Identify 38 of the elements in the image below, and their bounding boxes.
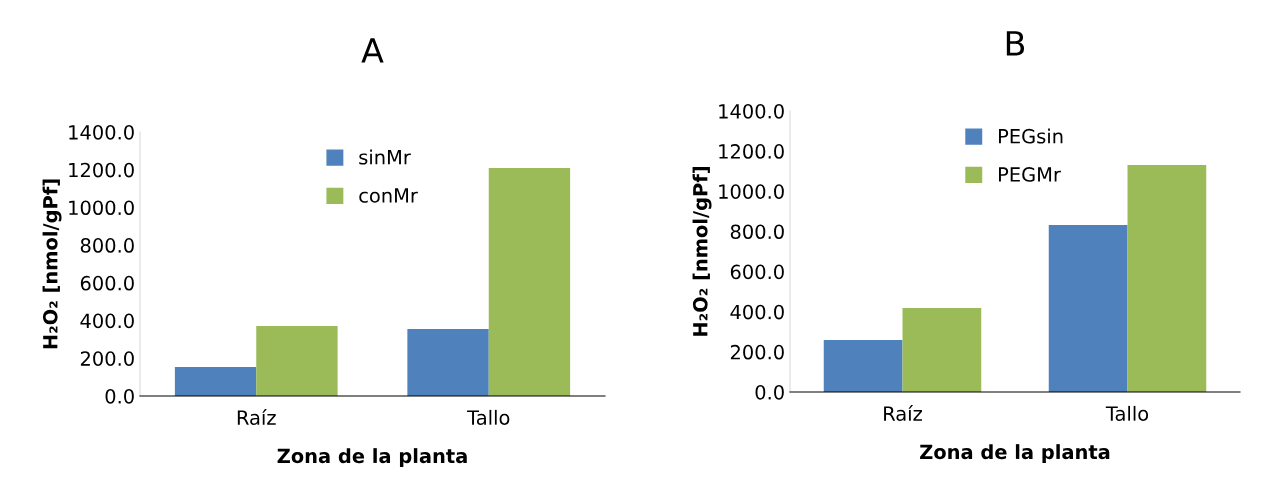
y-tick-label: 200.0 [80, 351, 134, 366]
y-tick-label: 800.0 [730, 224, 784, 240]
y-tick-label: 1200.0 [69, 162, 134, 178]
x-tick-label: Tallo [1105, 405, 1149, 421]
y-tick-label: 800.0 [80, 238, 134, 253]
chart-title: B [1006, 31, 1025, 56]
y-tick-label: 1000.0 [69, 200, 134, 216]
y-tick-label: 1400.0 [69, 124, 134, 140]
x-axis-title: Zona de la planta [277, 448, 467, 467]
x-axis-title: Zona de la planta [920, 444, 1110, 463]
bar [174, 366, 257, 396]
bar [1048, 225, 1128, 392]
y-axis-title: H₂O₂ [nmol/gPf] [692, 167, 712, 336]
y-tick-label: 0.0 [755, 384, 784, 400]
y-tick-label: 400.0 [730, 304, 784, 320]
x-tick-label: Raíz [884, 405, 922, 421]
y-tick-label: 0.0 [105, 388, 134, 404]
y-tick-label: 1000.0 [719, 184, 784, 199]
bar [488, 168, 571, 396]
bar [256, 326, 338, 396]
y-tick-label: 1400.0 [719, 103, 784, 119]
bar [1127, 164, 1207, 392]
legend-label: PEGsin [999, 128, 1063, 144]
y-tick-label: 400.0 [80, 313, 134, 329]
bar [823, 340, 903, 392]
legend-label: sinMr [359, 149, 411, 165]
legend-label: PEGMr [999, 167, 1061, 182]
x-tick-label: Raíz [237, 409, 276, 425]
y-tick-label: 600.0 [730, 264, 784, 280]
chart-title: A [361, 38, 384, 63]
y-tick-label: 1200.0 [719, 144, 784, 159]
bar [407, 329, 489, 396]
y-tick-label: 600.0 [80, 275, 134, 291]
y-tick-label: 200.0 [730, 344, 784, 360]
bar [902, 308, 982, 392]
x-tick-label: Tallo [467, 409, 510, 425]
legend-label: conMr [359, 188, 418, 203]
y-axis-title: H₂O₂ [nmol/gPf] [42, 179, 62, 349]
